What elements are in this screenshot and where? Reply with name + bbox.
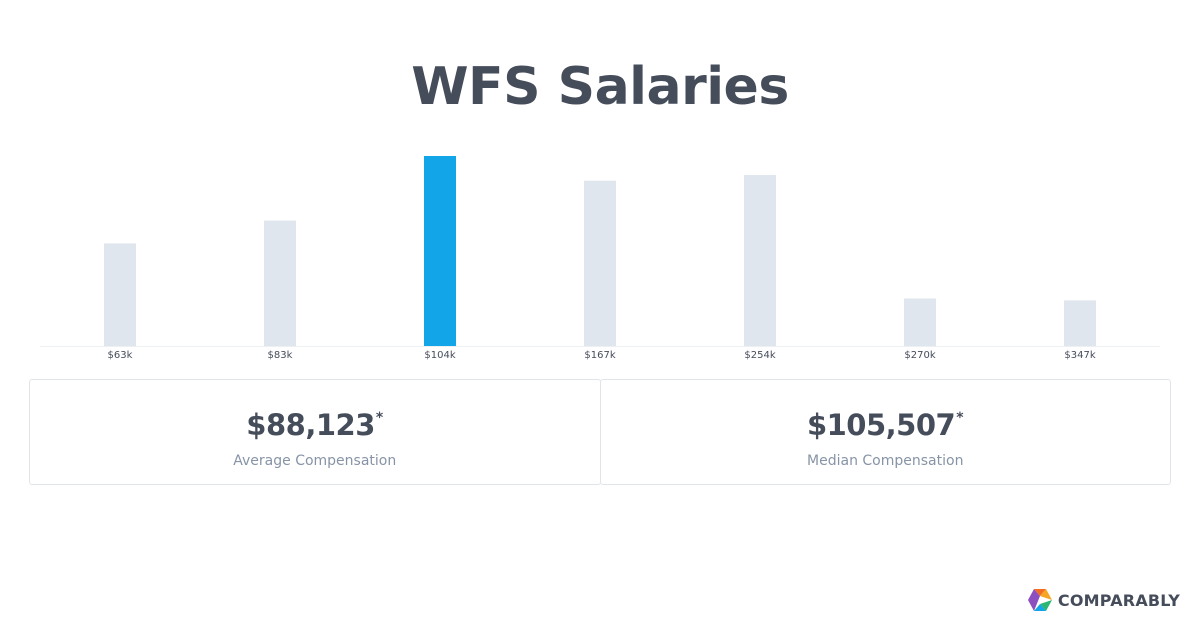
- median-compensation-value: $105,507: [806, 408, 956, 442]
- average-footnote-asterisk: *: [375, 410, 384, 426]
- bar-1: [264, 220, 296, 346]
- x-tick-label-3: $167k: [584, 350, 615, 361]
- salary-histogram-chart: $63k $83k $104k $167k $254k $270k $347k: [40, 156, 1160, 361]
- x-tick-label-1: $83k: [268, 350, 293, 361]
- x-tick-label-5: $270k: [904, 350, 935, 361]
- page-title: WFS Salaries: [411, 57, 789, 117]
- x-tick-labels: $63k $83k $104k $167k $254k $270k $347k: [108, 350, 1096, 361]
- x-tick-label-4: $254k: [744, 350, 775, 361]
- median-value-wrap: $105,507 *: [807, 404, 964, 446]
- bar-2: [424, 156, 456, 346]
- average-compensation-card: $88,123 * Average Compensation: [29, 379, 601, 485]
- comparably-logo-icon: [1027, 589, 1052, 611]
- average-compensation-value: $88,123: [246, 408, 375, 442]
- brand-name: COMPARABLY: [1057, 590, 1180, 610]
- median-footnote-asterisk: *: [956, 410, 964, 426]
- brand[interactable]: COMPARABLY: [1027, 588, 1180, 612]
- bars-group: [104, 156, 1096, 346]
- compensation-stats: $88,123 * Average Compensation $105,507 …: [29, 379, 1171, 485]
- average-value-wrap: $88,123 *: [246, 404, 383, 446]
- median-compensation-label: Median Compensation: [807, 453, 964, 469]
- bar-4: [744, 175, 776, 346]
- x-tick-label-2: $104k: [424, 350, 455, 361]
- bar-6: [1064, 300, 1096, 346]
- bar-3: [584, 180, 616, 346]
- bar-0: [104, 243, 136, 346]
- average-compensation-label: Average Compensation: [233, 453, 397, 469]
- x-tick-label-6: $347k: [1064, 350, 1095, 361]
- x-tick-label-0: $63k: [108, 350, 133, 361]
- bar-5: [904, 298, 936, 346]
- median-compensation-card: $105,507 * Median Compensation: [599, 379, 1171, 485]
